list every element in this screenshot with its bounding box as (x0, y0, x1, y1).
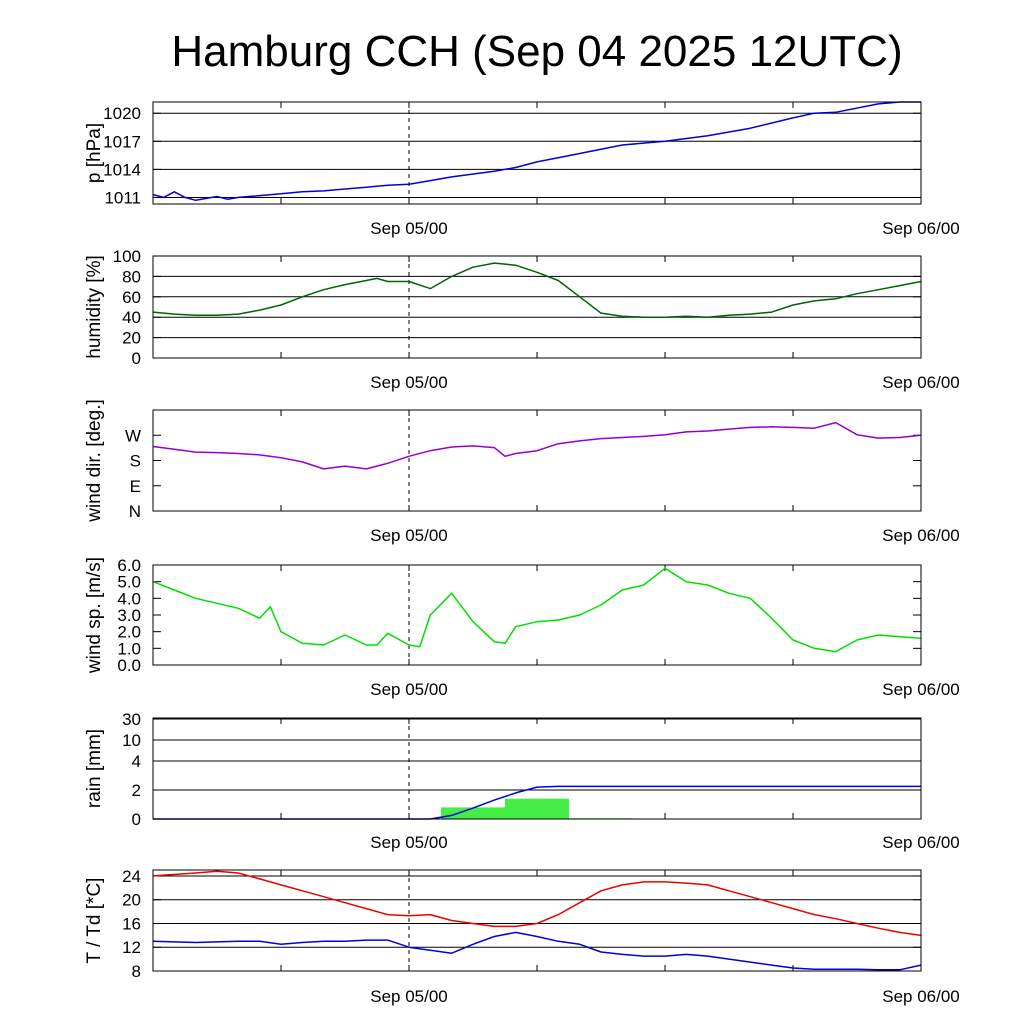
panel-frame (152, 869, 922, 972)
x-tick-label: Sep 06/00 (882, 526, 960, 545)
panel-pressure: 1011 1014 1017 1020 Sep 05/00 Sep 06/00 p [hPa… (84, 101, 960, 238)
x-tick-label: Sep 05/00 (370, 680, 448, 699)
x-tick-label: Sep 05/00 (370, 526, 448, 545)
y-tick-label: 20 (122, 329, 141, 348)
y-tick-label: 12 (122, 938, 141, 957)
y-tick-label: 30 (122, 710, 141, 729)
y-tick-label: 40 (122, 308, 141, 327)
y-axis-label: wind dir. [deg.] (84, 399, 105, 523)
series-line (152, 421, 922, 470)
panel-rain: 0 2 4 10 30 Sep 05/00 Sep 06/00 rain [mm] (84, 710, 960, 852)
y-tick-label: 100 (113, 247, 141, 266)
y-axis-label: humidity [%] (84, 255, 105, 358)
y-axis-label: T / Td [*C] (84, 878, 105, 964)
series-line (152, 567, 922, 653)
y-tick-label: 8 (132, 962, 141, 981)
chart-title: Hamburg CCH (Sep 04 2025 12UTC) (171, 27, 902, 76)
x-tick-label: Sep 05/00 (370, 219, 448, 238)
series-line (152, 101, 921, 202)
y-tick-label: 0 (132, 810, 141, 829)
y-tick-label: 1011 (104, 188, 141, 207)
y-tick-label: 3.0 (117, 606, 141, 625)
y-tick-label: 4 (132, 752, 141, 771)
y-tick-label: 1014 (103, 160, 141, 179)
x-tick-label: Sep 06/00 (882, 219, 960, 238)
panel-temperature: 8 12 16 20 24 Sep 05/00 Sep 06/00 T / Td [*C] (84, 867, 960, 1006)
x-tick-label: Sep 05/00 (370, 373, 448, 392)
y-axis-label: p [hPa] (84, 123, 105, 183)
y-tick-label: 4.0 (117, 589, 141, 608)
panel-wind_speed: 0.01.02.03.04.05.06.0 Sep 05/00 Sep 06/00 w… (84, 556, 960, 699)
panel-frame (152, 409, 922, 512)
y-tick-label: 0.0 (117, 656, 141, 675)
x-tick-label: Sep 06/00 (882, 680, 960, 699)
y-tick-label: N (129, 502, 141, 521)
y-tick-label: 2.0 (117, 623, 141, 642)
y-tick-label: 16 (122, 914, 141, 933)
series-line (152, 262, 922, 318)
panel-frame (152, 564, 922, 666)
y-tick-label: 2 (132, 781, 141, 800)
y-tick-label: 0 (132, 349, 141, 368)
x-tick-label: Sep 06/00 (882, 833, 960, 852)
x-tick-label: Sep 05/00 (370, 833, 448, 852)
y-tick-label: W (125, 426, 141, 445)
rain-bar (441, 807, 505, 819)
y-tick-label: 1.0 (117, 639, 141, 658)
x-tick-label: Sep 06/00 (882, 373, 960, 392)
y-tick-label: 6.0 (117, 556, 141, 575)
rain-bar (505, 798, 569, 819)
y-tick-label: 60 (122, 288, 141, 307)
x-tick-label: Sep 06/00 (882, 987, 960, 1006)
y-axis-label: wind sp. [m/s] (84, 557, 105, 674)
y-tick-label: E (130, 477, 141, 496)
x-tick-label: Sep 05/00 (370, 987, 448, 1006)
series-line-t (152, 870, 922, 937)
series-line-accumulated (153, 785, 921, 820)
y-axis-label: rain [mm] (84, 729, 105, 808)
y-tick-label: 24 (122, 867, 141, 886)
y-tick-label: S (130, 452, 141, 471)
panel-frame (152, 255, 922, 359)
y-tick-label: 20 (122, 891, 141, 910)
y-tick-label: 10 (122, 731, 141, 750)
panel-frame (152, 717, 922, 820)
y-tick-label: 80 (122, 267, 141, 286)
y-tick-label: 1017 (103, 132, 141, 151)
series-line-td (152, 931, 922, 971)
y-tick-label: 1020 (103, 104, 141, 123)
panel-frame (152, 101, 922, 205)
y-tick-label: 5.0 (117, 573, 141, 592)
